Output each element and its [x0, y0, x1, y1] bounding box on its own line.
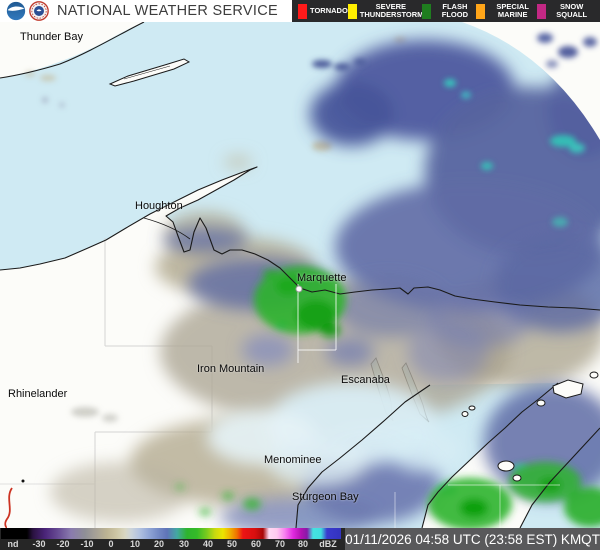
small-map-dot: [21, 479, 25, 483]
bottom-bar: nd -30 -20 -10 0 10 20 30 40: [0, 528, 600, 550]
warning-color-chip: [421, 3, 431, 19]
precip-outside-specks: [537, 33, 597, 68]
scale-tick-label: 80: [297, 539, 309, 549]
header-bar: NATIONAL WEATHER SERVICE TORNADO SEVERE …: [0, 0, 600, 22]
warning-label: SNOW SQUALL: [556, 1, 588, 19]
scale-tick-label: 10: [129, 539, 141, 549]
scale-ticks: nd -30 -20 -10 0 10 20 30 40: [0, 538, 345, 550]
reflectivity-scale: nd -30 -20 -10 0 10 20 30 40: [0, 528, 345, 550]
scale-tick-label: -20: [56, 539, 70, 549]
warning-color-chip: [347, 3, 357, 19]
highway-line: [4, 487, 13, 528]
warning-label: SEVERE THUNDERSTORM: [359, 1, 424, 19]
county-lines-white: [297, 284, 560, 528]
scale-tick-label: -30: [32, 539, 46, 549]
scale-tick-label: 50: [226, 539, 238, 549]
precip-snow-lake: [310, 40, 600, 312]
scale-tick-label: nd: [7, 539, 19, 549]
scale-tick-label: 20: [153, 539, 165, 549]
warning-label: SPECIAL MARINE: [496, 1, 529, 19]
radar-timestamp-text: 01/11/2026 04:58 UTC (23:58 EST) KMQT: [345, 531, 600, 547]
warning-color-chip: [298, 3, 307, 19]
page-title: NATIONAL WEATHER SERVICE: [57, 3, 278, 19]
nws-logo-icon: [29, 1, 49, 21]
coastlines: [0, 22, 600, 528]
warning-label: FLASH FLOOD: [441, 1, 468, 19]
precip-very-light: [207, 382, 463, 487]
warning-legend-item: FLASH FLOOD: [421, 1, 476, 20]
radar-station-marker: [295, 285, 303, 293]
scale-tick-label: dBZ: [319, 539, 337, 549]
warning-legend-item: SEVERE THUNDERSTORM: [347, 1, 424, 20]
noaa-logo-icon: [6, 1, 26, 21]
radar-map-graphic: [0, 22, 600, 528]
precip-heavy-green: [175, 266, 600, 528]
logo-group: [0, 1, 49, 21]
warning-legend-item: SPECIAL MARINE: [475, 1, 537, 20]
scale-tick-label: 60: [250, 539, 262, 549]
warning-label: TORNADO: [310, 5, 348, 15]
warning-color-chip: [537, 3, 547, 19]
islands: [108, 58, 599, 482]
warning-legend: TORNADO SEVERE THUNDERSTORM FLASH FLOOD …: [292, 0, 600, 22]
scale-tick-label: 30: [178, 539, 190, 549]
scale-tick-label: -10: [80, 539, 94, 549]
scale-tick-label: 40: [202, 539, 214, 549]
warning-legend-item: SNOW SQUALL: [537, 1, 594, 20]
scale-tick-label: 0: [108, 539, 114, 549]
warning-color-chip: [475, 3, 485, 19]
reflectivity-colorbar: [1, 528, 341, 539]
radar-map[interactable]: [0, 22, 600, 528]
scale-tick-label: 70: [274, 539, 286, 549]
warning-legend-item: TORNADO: [298, 3, 348, 19]
precip-snow-lake-specks: [42, 59, 366, 107]
status-bar: 01/11/2026 04:58 UTC (23:58 EST) KMQT: [345, 528, 600, 550]
